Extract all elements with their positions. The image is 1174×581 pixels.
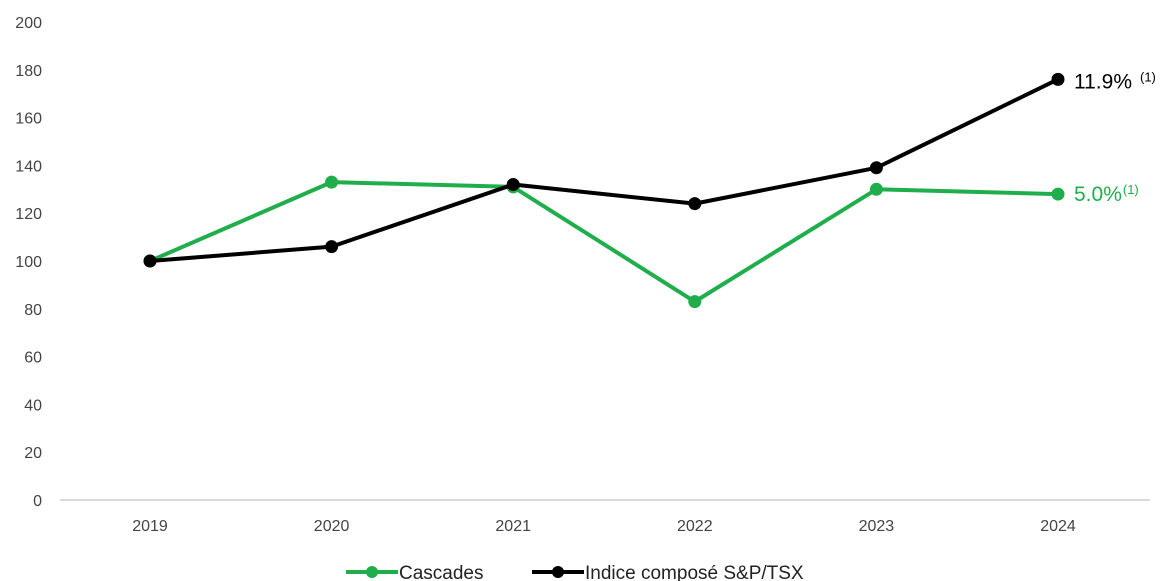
y-tick-label: 80: [24, 302, 42, 319]
y-tick-label: 20: [24, 445, 42, 462]
end-value: 11.9%: [1074, 70, 1132, 93]
data-point: [325, 240, 339, 254]
x-axis: 2019 2020 2021 2022 2023 2024: [132, 518, 1076, 535]
legend-label: Indice composé S&P/TSX: [585, 563, 804, 581]
x-tick-label: 2021: [495, 518, 531, 535]
end-value-note: (1): [1123, 182, 1139, 197]
legend-item: Cascades: [346, 563, 484, 581]
data-point: [143, 254, 157, 268]
end-value-label: 11.9% (1): [1074, 69, 1156, 93]
data-point: [688, 295, 702, 309]
y-axis: 0 20 40 60 80 100 120 140 160 180 200: [15, 15, 42, 510]
legend: Cascades Indice composé S&P/TSX: [346, 563, 804, 581]
x-tick-label: 2020: [314, 518, 350, 535]
legend-swatch-marker: [552, 566, 564, 578]
data-point: [688, 197, 702, 211]
end-value-note: (1): [1140, 69, 1156, 84]
series-line: [148, 77, 1060, 263]
legend-swatch-marker: [366, 566, 378, 578]
y-tick-label: 100: [15, 254, 42, 271]
y-tick-label: 200: [15, 15, 42, 32]
x-tick-label: 2022: [677, 518, 713, 535]
data-point: [1051, 187, 1065, 201]
y-tick-label: 140: [15, 158, 42, 175]
end-value-label: 5.0%(1): [1074, 182, 1139, 206]
x-tick-label: 2024: [1040, 518, 1076, 535]
end-value: 5.0%: [1074, 183, 1122, 206]
x-tick-label: 2019: [132, 518, 168, 535]
series-line: [148, 180, 1060, 304]
x-tick-label: 2023: [859, 518, 895, 535]
series-layer: 5.0%(1)11.9% (1): [143, 69, 1156, 309]
y-tick-label: 160: [15, 111, 42, 128]
data-point: [869, 161, 883, 175]
data-point: [1051, 72, 1065, 86]
series-sp-tsx: 11.9% (1): [143, 69, 1156, 268]
data-point: [869, 182, 883, 196]
y-tick-label: 60: [24, 350, 42, 367]
data-point: [325, 175, 339, 189]
legend-item: Indice composé S&P/TSX: [532, 563, 804, 581]
series-cascades: 5.0%(1): [143, 175, 1139, 309]
data-point: [506, 178, 520, 192]
legend-label: Cascades: [399, 563, 484, 581]
y-tick-label: 120: [15, 206, 42, 223]
y-tick-label: 180: [15, 63, 42, 80]
y-tick-label: 40: [24, 397, 42, 414]
y-tick-label: 0: [33, 493, 42, 510]
